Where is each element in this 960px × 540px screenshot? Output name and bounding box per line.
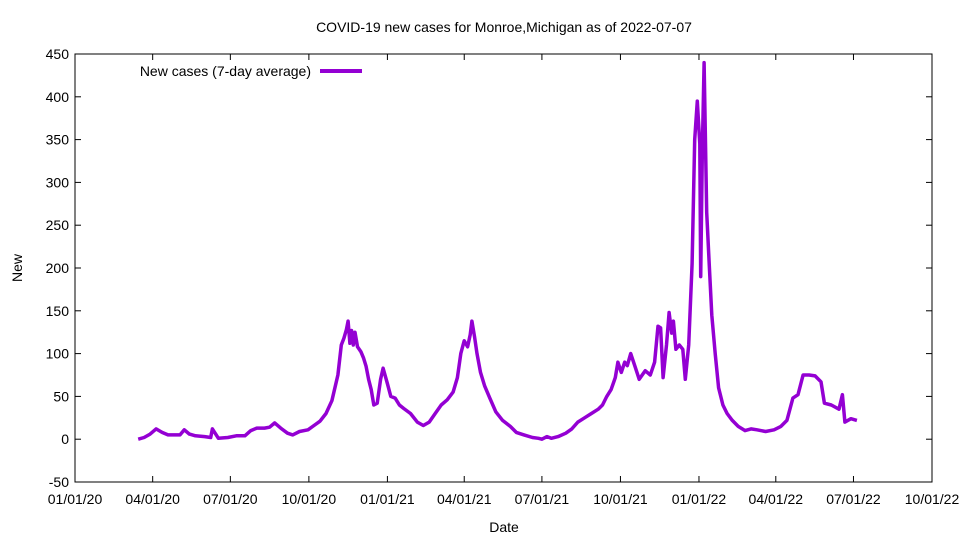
x-tick-label: 10/01/22 — [905, 491, 960, 507]
y-tick-label: 150 — [46, 303, 70, 319]
x-axis-label: Date — [489, 519, 519, 535]
y-tick-label: 400 — [46, 89, 70, 105]
x-tick-label: 01/01/22 — [672, 491, 727, 507]
series-layer — [137, 60, 858, 441]
x-tick-label: 07/01/20 — [203, 491, 258, 507]
x-tick-label: 01/01/21 — [360, 491, 415, 507]
y-tick-label: 200 — [46, 260, 70, 276]
y-axis-label: New — [9, 253, 25, 282]
x-tick-label: 04/01/20 — [125, 491, 180, 507]
legend: New cases (7-day average) — [140, 63, 362, 79]
y-tick-label: -50 — [49, 474, 69, 490]
x-tick-label: 10/01/20 — [282, 491, 337, 507]
series-line — [137, 60, 858, 441]
x-tick-label: 07/01/22 — [826, 491, 881, 507]
plot-frame — [74, 53, 933, 483]
x-tick-label: 04/01/21 — [437, 491, 492, 507]
y-tick-label: 350 — [46, 132, 70, 148]
x-tick-label: 04/01/22 — [749, 491, 804, 507]
legend-label: New cases (7-day average) — [140, 63, 311, 79]
chart-title: COVID-19 new cases for Monroe,Michigan a… — [316, 19, 692, 35]
y-tick-label: 50 — [53, 388, 69, 404]
y-tick-label: 100 — [46, 346, 70, 362]
y-tick-label: 250 — [46, 217, 70, 233]
x-tick-label: 10/01/21 — [593, 491, 648, 507]
y-tick-label: 450 — [46, 46, 70, 62]
x-tick-label: 07/01/21 — [515, 491, 570, 507]
y-tick-label: 0 — [61, 431, 69, 447]
y-axis: -50 0 50 100 150 200 250 300 350 400 450 — [46, 46, 932, 490]
x-tick-label: 01/01/20 — [48, 491, 103, 507]
y-tick-label: 300 — [46, 174, 70, 190]
x-axis: 01/01/20 04/01/20 07/01/20 10/01/20 01/01/21… — [48, 54, 960, 507]
